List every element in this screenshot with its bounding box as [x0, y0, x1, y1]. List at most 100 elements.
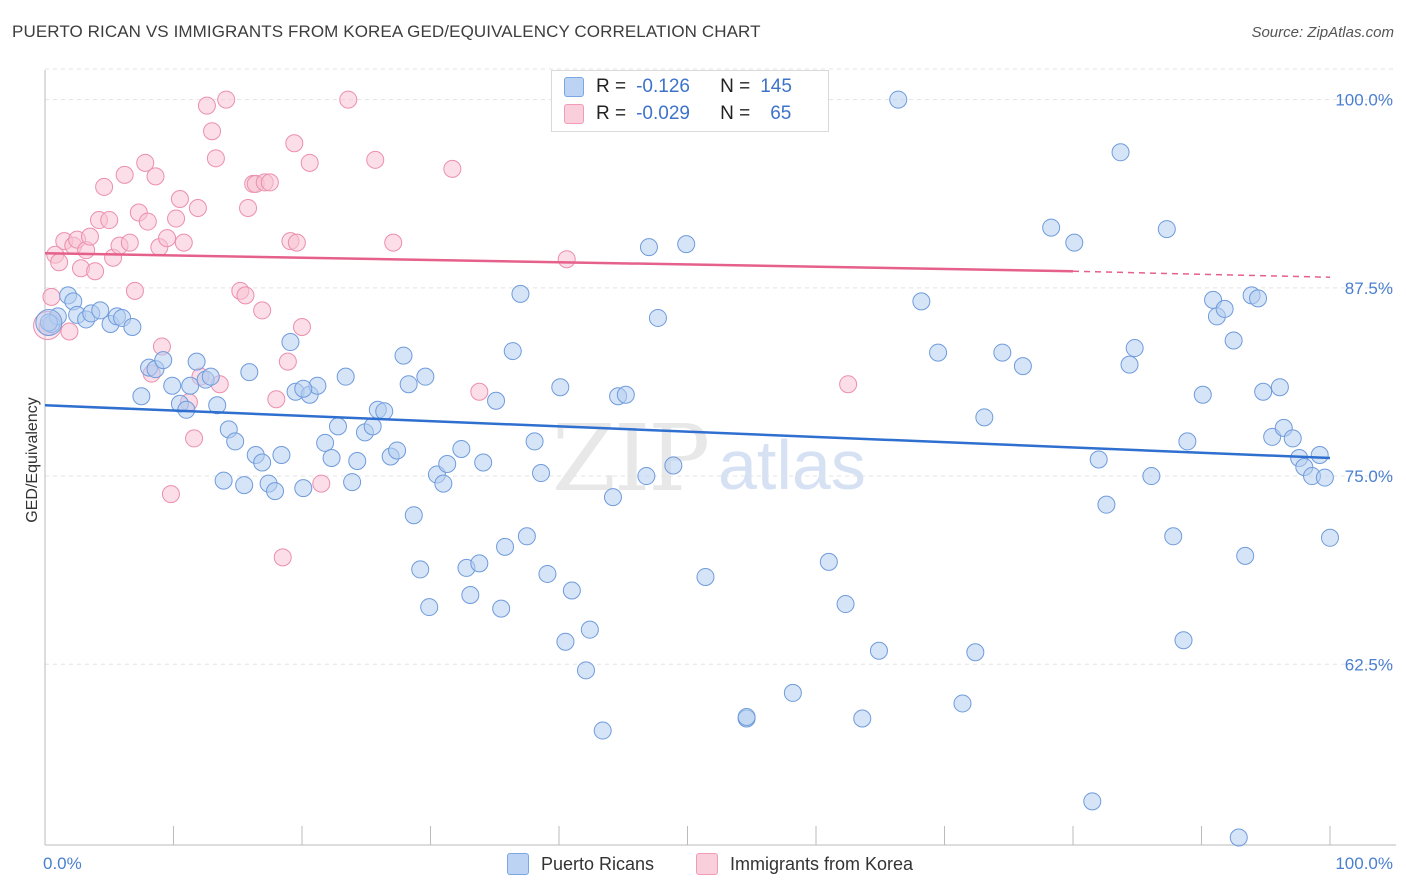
- data-point-puerto-rican: [253, 453, 272, 472]
- data-point-puerto-rican: [1315, 468, 1334, 487]
- data-point-korea: [100, 211, 119, 230]
- data-point-puerto-rican: [1178, 432, 1197, 451]
- data-point-puerto-rican: [496, 537, 515, 556]
- axes: [44, 70, 1396, 846]
- data-point-puerto-rican: [461, 586, 480, 605]
- legend-row-puerto-ricans: R = -0.126 N = 145: [564, 74, 792, 100]
- data-point-korea: [239, 199, 258, 218]
- data-point-puerto-rican: [1270, 378, 1289, 397]
- data-point-puerto-rican: [637, 467, 656, 486]
- data-point-korea: [170, 189, 189, 208]
- watermark-zip: ZIP: [552, 405, 710, 512]
- data-point-puerto-rican: [1321, 528, 1339, 547]
- trend-line-puerto-ricans: [44, 404, 1331, 460]
- y-tick-label: 75.0%: [1345, 467, 1393, 486]
- data-point-korea: [42, 287, 61, 306]
- data-point-puerto-rican: [889, 90, 908, 109]
- data-point-puerto-rican: [853, 709, 872, 728]
- trend-line-korea-extension: [1072, 270, 1331, 279]
- data-point-puerto-rican: [294, 379, 313, 398]
- data-point-puerto-rican: [201, 367, 220, 386]
- data-point-puerto-rican: [487, 391, 506, 410]
- data-point-puerto-rican: [511, 284, 530, 303]
- data-point-puerto-rican: [912, 292, 931, 311]
- data-point-puerto-rican: [1164, 527, 1183, 546]
- data-point-puerto-rican: [294, 479, 313, 498]
- data-point-korea: [273, 548, 292, 567]
- data-point-puerto-rican: [281, 333, 300, 352]
- data-point-korea: [217, 90, 236, 109]
- data-point-korea: [470, 382, 489, 401]
- legend-row-korea: R = -0.029 N = 65: [564, 101, 791, 127]
- data-point-puerto-rican: [1193, 385, 1212, 404]
- data-point-korea: [115, 165, 134, 184]
- data-point-korea: [300, 153, 319, 172]
- data-point-puerto-rican: [580, 620, 599, 639]
- correlation-legend: R = -0.126 N = 145 R = -0.029 N = 65: [551, 70, 829, 132]
- data-point-puerto-rican: [181, 376, 200, 395]
- data-point-korea: [839, 375, 858, 394]
- data-point-puerto-rican: [35, 308, 63, 336]
- data-point-puerto-rican: [394, 346, 413, 365]
- y-tick-labels: 100.0% 87.5% 75.0% 62.5%: [1335, 91, 1393, 675]
- data-point-puerto-rican: [214, 471, 233, 490]
- data-point-puerto-rican: [1089, 450, 1108, 469]
- data-point-puerto-rican: [1229, 828, 1248, 847]
- data-point-puerto-rican: [538, 564, 557, 583]
- data-point-puerto-rican: [517, 527, 536, 546]
- data-point-puerto-rican: [1120, 355, 1139, 374]
- data-point-korea: [185, 429, 204, 448]
- legend-r-label: R =: [596, 76, 627, 97]
- x-tick-label-min: 0.0%: [43, 854, 82, 873]
- y-axis-title: GED/Equivalency: [24, 397, 41, 522]
- data-point-puerto-rican: [411, 560, 430, 579]
- legend-item-puerto-ricans[interactable]: Puerto Ricans: [507, 853, 654, 875]
- data-point-puerto-rican: [91, 301, 110, 320]
- series-puerto-rican-points: [35, 90, 1339, 847]
- trend-line-korea: [44, 251, 1074, 273]
- data-point-puerto-rican: [434, 474, 453, 493]
- data-point-puerto-rican: [562, 581, 581, 600]
- data-point-korea: [203, 122, 222, 141]
- data-point-puerto-rican: [316, 433, 335, 452]
- data-point-puerto-rican: [1249, 289, 1268, 308]
- data-point-puerto-rican: [603, 488, 622, 507]
- x-tick-label-max: 100.0%: [1335, 854, 1393, 873]
- data-point-puerto-rican: [664, 456, 683, 475]
- data-point-puerto-rican: [266, 482, 285, 501]
- data-point-puerto-rican: [1310, 445, 1329, 464]
- data-point-puerto-rican: [363, 417, 382, 436]
- legend-n-value: 145: [760, 76, 792, 97]
- chart-title: PUERTO RICAN VS IMMIGRANTS FROM KOREA GE…: [12, 22, 761, 41]
- data-point-korea: [60, 322, 79, 341]
- data-point-korea: [287, 233, 306, 252]
- y-tick-label: 100.0%: [1335, 91, 1393, 110]
- data-point-puerto-rican: [1125, 339, 1144, 358]
- data-point-puerto-rican: [208, 396, 227, 415]
- data-point-puerto-rican: [783, 683, 802, 702]
- data-point-puerto-rican: [474, 453, 493, 472]
- legend-n-label: N =: [720, 103, 751, 124]
- data-point-puerto-rican: [556, 632, 575, 651]
- data-point-korea: [86, 262, 105, 281]
- data-point-korea: [125, 281, 144, 300]
- data-point-puerto-rican: [639, 238, 658, 257]
- data-point-korea: [197, 96, 216, 115]
- data-point-puerto-rican: [551, 378, 570, 397]
- series-legend: Puerto Ricans Immigrants from Korea: [0, 851, 1406, 879]
- data-point-puerto-rican: [1215, 299, 1234, 318]
- data-point-korea: [557, 250, 576, 269]
- data-point-korea: [174, 233, 193, 252]
- data-point-puerto-rican: [187, 352, 206, 371]
- data-point-korea: [120, 233, 139, 252]
- data-point-puerto-rican: [869, 641, 888, 660]
- legend-swatch-pink: [564, 104, 584, 124]
- y-tick-label: 62.5%: [1345, 655, 1393, 674]
- data-point-puerto-rican: [1065, 233, 1084, 252]
- legend-item-korea[interactable]: Immigrants from Korea: [696, 853, 913, 875]
- data-point-puerto-rican: [375, 402, 394, 421]
- legend-label-puerto-ricans: Puerto Ricans: [541, 853, 655, 874]
- source-label: Source: ZipAtlas.com: [1251, 24, 1394, 41]
- data-point-korea: [95, 177, 114, 196]
